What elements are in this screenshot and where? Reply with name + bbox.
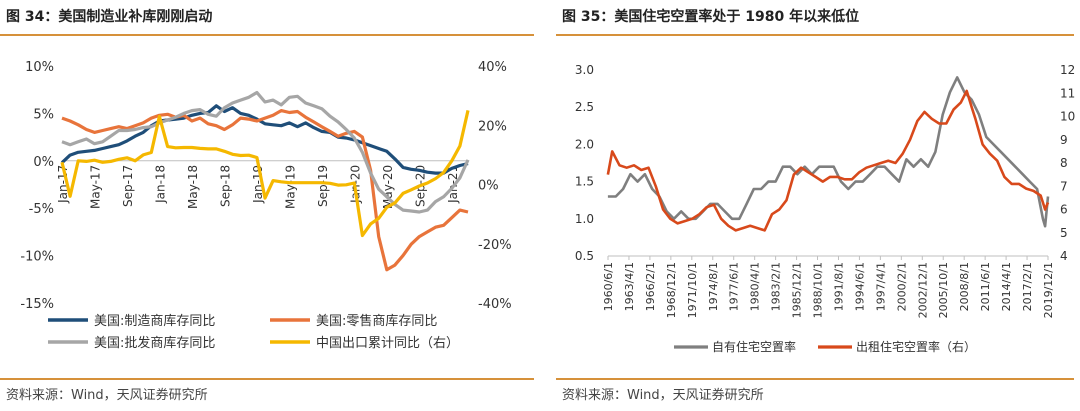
right-x-tick-label: 1974/8/1 — [707, 262, 720, 311]
right-y2-tick-label: 10 — [1060, 110, 1075, 124]
right-x-tick-label: 1985/12/1 — [791, 262, 804, 318]
left-series-line-1 — [61, 109, 469, 272]
right-source: 资料来源：Wind，天风证券研究所 — [562, 388, 764, 403]
right-x-tick-label: 2019/12/1 — [1042, 262, 1055, 318]
left-y-tick-label: 5% — [33, 107, 54, 122]
left-x-tick-label: Sep-17 — [121, 165, 135, 207]
right-x-tick-label: 1971/10/1 — [686, 262, 699, 318]
left-y-tick-label: -5% — [29, 202, 54, 217]
right-y-tick-label: 1.5 — [575, 175, 594, 189]
left-chart: -15%-10%-5%0%5%10%-40%-20%0%20%40%Jan-17… — [20, 60, 512, 351]
left-x-tick-label: Sep-19 — [316, 165, 330, 207]
left-series-line-3 — [60, 110, 470, 238]
right-chart: 0.5 1.0 1.5 2.0 2.5 3.0 4 5 6 7 8 9 10 11 12 1960/6/1 19… — [575, 63, 1075, 354]
right-series-line-0 — [607, 76, 1050, 228]
left-y-tick-label: -10% — [20, 250, 54, 265]
left-y-tick-label: -15% — [20, 297, 54, 312]
right-y2-tick-label: 12 — [1060, 63, 1075, 77]
left-source-rule — [0, 378, 534, 380]
right-x-tick-label: 1963/4/1 — [623, 262, 636, 311]
right-y2-tick-label: 5 — [1060, 226, 1068, 240]
right-x-tick-label: 1988/10/1 — [812, 262, 825, 318]
right-x-tick-label: 1968/12/1 — [665, 262, 678, 318]
right-x-tick-label: 1997/4/1 — [874, 262, 887, 311]
right-source-rule — [556, 378, 1074, 380]
right-y-tick-label: 2.0 — [575, 137, 594, 151]
left-chart-title: 图 34：美国制造业补库刚刚启动 — [6, 9, 213, 25]
right-x-tick-label: 1994/6/1 — [853, 262, 866, 311]
left-y2-tick-label: 0% — [478, 179, 499, 194]
left-y-tick-label: 0% — [33, 155, 54, 170]
right-title-rule — [556, 34, 1074, 36]
left-x-tick-label: May-17 — [88, 165, 102, 209]
left-legend-label: 中国出口累计同比（右） — [316, 336, 459, 351]
left-series-line-0 — [60, 104, 469, 175]
right-x-tick-label: 1960/6/1 — [602, 262, 615, 311]
right-y2-tick-label: 8 — [1060, 156, 1068, 170]
right-y2-tick-label: 6 — [1060, 203, 1068, 217]
right-chart-title: 图 35：美国住宅空置率处于 1980 年以来低位 — [562, 9, 860, 25]
left-y2-tick-label: 20% — [478, 119, 507, 134]
right-legend-label: 自有住宅空置率 — [712, 339, 796, 354]
right-x-tick-label: 1980/4/1 — [749, 262, 762, 311]
left-x-tick-label: Jan-18 — [153, 165, 167, 204]
left-title-rule — [0, 34, 534, 36]
left-y2-tick-label: -20% — [478, 238, 512, 253]
right-y2-tick-label: 7 — [1060, 179, 1068, 193]
left-series-line-2 — [61, 90, 470, 214]
right-x-tick-label: 2008/8/1 — [958, 262, 971, 311]
right-x-tick-label: 2014/4/1 — [1000, 262, 1013, 311]
right-x-tick-label: 2000/2/1 — [895, 262, 908, 311]
left-legend-label: 美国:零售商库存同比 — [316, 313, 437, 329]
right-x-tick-label: 2011/6/1 — [979, 262, 992, 311]
left-legend-label: 美国:批发商库存同比 — [94, 335, 215, 351]
left-x-tick-label: May-20 — [381, 165, 395, 209]
right-y-tick-label: 1.0 — [575, 212, 594, 226]
right-x-tick-label: 1966/2/1 — [644, 262, 657, 311]
right-panel: 图 35：美国住宅空置率处于 1980 年以来低位 0.5 1.0 1.5 2.0 2.… — [556, 0, 1080, 411]
left-y-tick-label: 10% — [25, 60, 54, 75]
right-x-tick-label: 2002/12/1 — [916, 262, 929, 318]
right-x-tick-label: 2005/10/1 — [937, 262, 950, 318]
right-y2-tick-label: 4 — [1060, 249, 1068, 263]
right-y-tick-label: 2.5 — [575, 100, 594, 114]
right-legend-label: 出租住宅空置率（右） — [856, 339, 976, 354]
right-x-tick-label: 1977/6/1 — [728, 262, 741, 311]
right-y-tick-label: 3.0 — [575, 63, 594, 77]
left-y2-tick-label: 40% — [478, 60, 507, 75]
left-x-tick-label: May-19 — [283, 165, 297, 209]
left-source: 资料来源：Wind，天风证券研究所 — [6, 388, 208, 403]
right-y-tick-label: 0.5 — [575, 249, 594, 263]
left-x-tick-label: Sep-18 — [218, 165, 232, 207]
left-x-tick-label: Jan-21 — [446, 165, 460, 204]
right-x-tick-label: 1983/2/1 — [770, 262, 783, 311]
right-x-tick-label: 1991/8/1 — [832, 262, 845, 311]
right-y2-tick-label: 9 — [1060, 133, 1068, 147]
left-x-tick-label: May-18 — [186, 165, 200, 209]
right-x-tick-label: 2017/2/1 — [1021, 262, 1034, 311]
right-series-line-1 — [606, 89, 1050, 232]
left-panel: 图 34：美国制造业补库刚刚启动 -15% -10% -5% 0% 5% 10% -40% -… — [0, 9, 534, 403]
right-y2-tick-label: 11 — [1060, 86, 1075, 100]
left-y2-tick-label: -40% — [478, 297, 512, 312]
left-legend-label: 美国:制造商库存同比 — [94, 313, 215, 329]
